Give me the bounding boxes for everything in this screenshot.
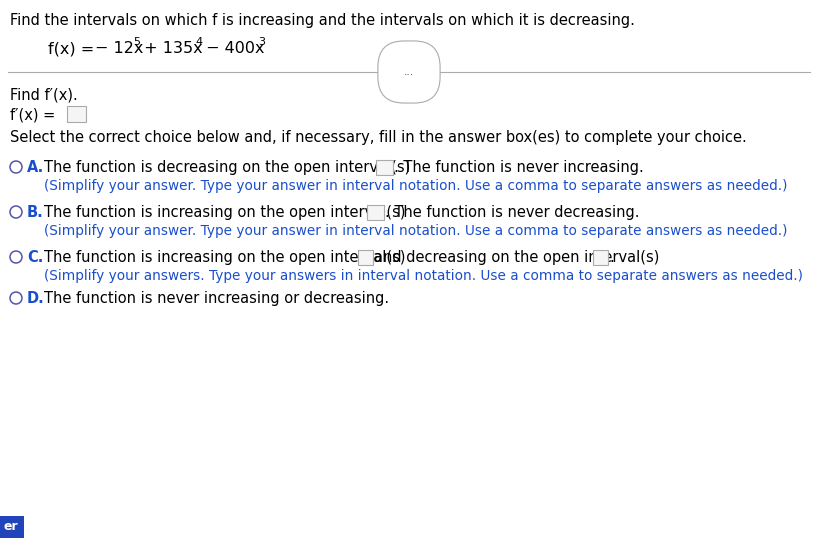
FancyBboxPatch shape	[358, 250, 373, 265]
Text: 5: 5	[133, 37, 140, 47]
Circle shape	[10, 206, 22, 218]
Text: The function is never increasing or decreasing.: The function is never increasing or decr…	[44, 291, 389, 306]
Text: 4: 4	[195, 37, 202, 47]
Text: er: er	[3, 520, 18, 534]
Text: and decreasing on the open interval(s): and decreasing on the open interval(s)	[374, 250, 659, 265]
Text: ...: ...	[404, 67, 414, 77]
Circle shape	[10, 251, 22, 263]
FancyBboxPatch shape	[367, 204, 384, 220]
Text: (Simplify your answer. Type your answer in interval notation. Use a comma to sep: (Simplify your answer. Type your answer …	[44, 179, 788, 193]
Circle shape	[10, 161, 22, 173]
Circle shape	[10, 292, 22, 304]
Text: − 12x: − 12x	[95, 41, 143, 56]
Text: f′(x) =: f′(x) =	[10, 108, 56, 123]
FancyBboxPatch shape	[376, 159, 393, 174]
FancyBboxPatch shape	[593, 250, 608, 265]
FancyBboxPatch shape	[67, 106, 86, 122]
Text: .: .	[609, 250, 614, 265]
FancyBboxPatch shape	[0, 516, 24, 538]
Text: Find f′(x).: Find f′(x).	[10, 88, 78, 103]
Text: (Simplify your answers. Type your answers in interval notation. Use a comma to s: (Simplify your answers. Type your answer…	[44, 269, 803, 283]
Text: Find the intervals on which f is increasing and the intervals on which it is dec: Find the intervals on which f is increas…	[10, 13, 635, 28]
Text: The function is increasing on the open interval(s): The function is increasing on the open i…	[44, 205, 406, 220]
Text: B.: B.	[27, 205, 43, 220]
Text: C.: C.	[27, 250, 43, 265]
Text: A.: A.	[27, 160, 44, 175]
Text: D.: D.	[27, 291, 45, 306]
Text: . The function is never decreasing.: . The function is never decreasing.	[385, 205, 640, 220]
Text: 3: 3	[258, 37, 265, 47]
Text: The function is increasing on the open interval(s): The function is increasing on the open i…	[44, 250, 406, 265]
Text: Select the correct choice below and, if necessary, fill in the answer box(es) to: Select the correct choice below and, if …	[10, 130, 747, 145]
Text: (Simplify your answer. Type your answer in interval notation. Use a comma to sep: (Simplify your answer. Type your answer …	[44, 224, 788, 238]
Text: − 400x: − 400x	[201, 41, 264, 56]
Text: f(x) =: f(x) =	[48, 41, 99, 56]
Text: . The function is never increasing.: . The function is never increasing.	[394, 160, 644, 175]
Text: The function is decreasing on the open interval(s): The function is decreasing on the open i…	[44, 160, 411, 175]
Text: + 135x: + 135x	[139, 41, 203, 56]
